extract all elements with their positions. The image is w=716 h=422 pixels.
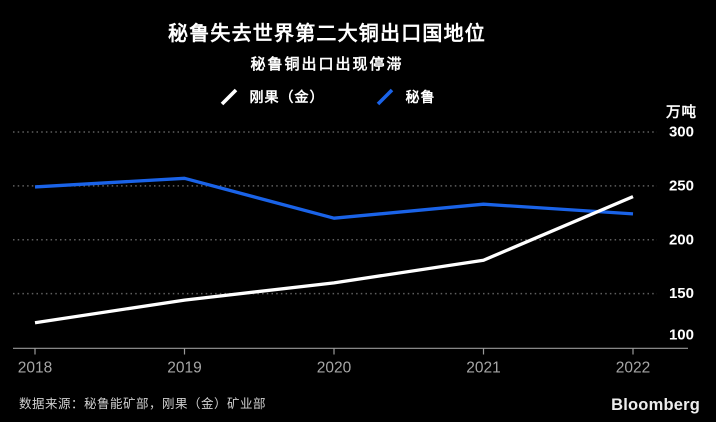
bloomberg-logo: Bloomberg — [611, 396, 700, 414]
series-line — [34, 176, 634, 220]
chart-subtitle: 秘鲁铜出口出现停滞 — [250, 56, 404, 73]
line-swatch-icon — [220, 88, 237, 106]
legend-label-peru: 秘鲁 — [405, 89, 436, 105]
legend-item-congo: 刚果（金） — [219, 87, 325, 107]
legend: 刚果（金） 秘鲁 — [0, 87, 654, 107]
x-axis-tick-label: 2018 — [18, 360, 52, 377]
y-axis-tick-label: 100 — [669, 327, 694, 344]
chart-title: 秘鲁失去世界第二大铜出口国地位 — [168, 23, 486, 45]
x-axis-tick-label: 2020 — [317, 360, 352, 377]
y-axis-tick-label: 200 — [669, 231, 694, 248]
data-source-note: 数据来源：秘鲁能矿部，刚果（金）矿业部 — [19, 397, 267, 411]
y-axis-unit-label: 万吨 — [666, 105, 697, 121]
legend-item-peru: 秘鲁 — [375, 87, 436, 107]
line-swatch-icon — [376, 88, 393, 106]
x-axis-tick-label: 2022 — [616, 360, 650, 377]
legend-label-congo: 刚果（金） — [249, 89, 325, 105]
x-axis-tick-label: 2019 — [167, 360, 201, 377]
series-line — [34, 195, 634, 325]
x-axis-tick-label: 2021 — [466, 360, 500, 377]
chart-header: 秘鲁失去世界第二大铜出口国地位 秘鲁铜出口出现停滞 — [0, 0, 654, 74]
y-axis-tick-label: 250 — [669, 177, 694, 194]
y-axis-tick-label: 150 — [669, 285, 694, 302]
y-axis-tick-label: 300 — [669, 124, 694, 141]
